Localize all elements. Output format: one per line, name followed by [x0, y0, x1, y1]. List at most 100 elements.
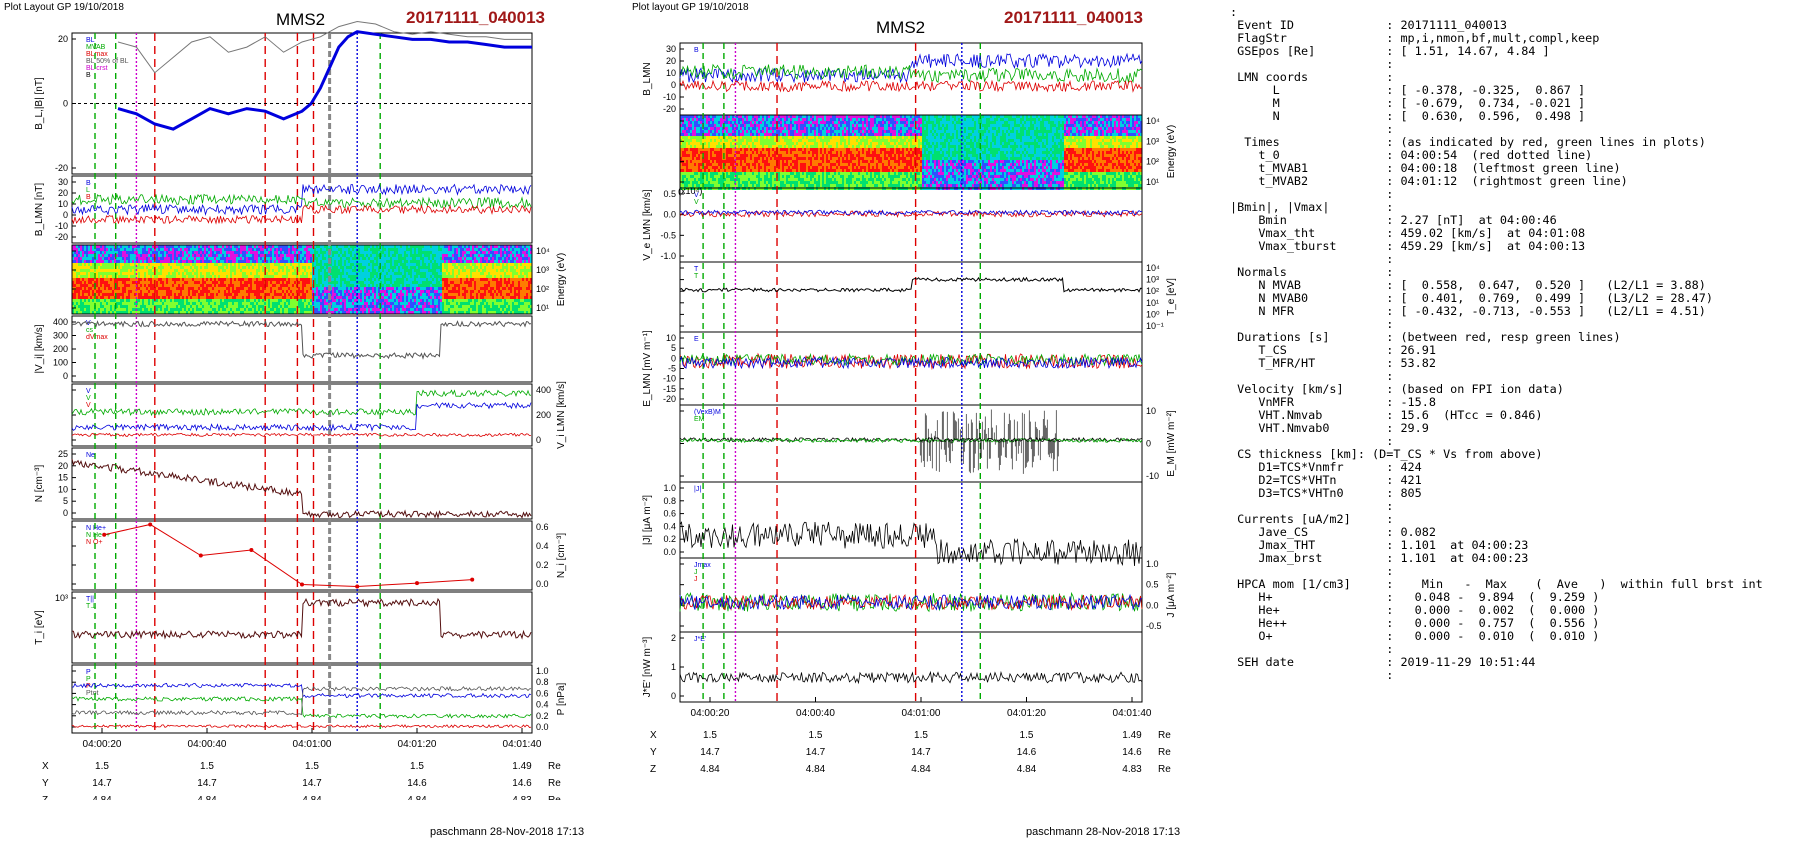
- left-ion-spectrogram-cell: [248, 245, 250, 248]
- left-ion-spectrogram-cell: [376, 293, 378, 296]
- left-ion-spectrogram-cell: [368, 278, 370, 281]
- left-ion-spectrogram-cell: [502, 275, 504, 278]
- left-ion-spectrogram-cell: [140, 278, 142, 281]
- left-ion-spectrogram-cell: [72, 266, 74, 269]
- left-ion-spectrogram-cell: [302, 311, 304, 314]
- left-ion-spectrogram-cell: [322, 257, 324, 260]
- left-ion-spectrogram-cell: [436, 305, 438, 308]
- left-ion-spectrogram-cell: [328, 281, 330, 284]
- left-ion-spectrogram-cell: [156, 248, 158, 251]
- left-ion-spectrogram-cell: [302, 290, 304, 293]
- left-ion-spectrogram-cell: [72, 281, 74, 284]
- left-ion-spectrogram-cell: [396, 299, 398, 302]
- left-ion-spectrogram-cell: [134, 266, 136, 269]
- left-ion-spectrogram-cell: [76, 284, 78, 287]
- left-ion-spectrogram-cell: [238, 260, 240, 263]
- left-ion-spectrogram-cell: [304, 245, 306, 248]
- left-ion-spectrogram-cell: [494, 275, 496, 278]
- left-ion-spectrogram-cell: [412, 269, 414, 272]
- left-ion-spectrogram-cell: [374, 284, 376, 287]
- left-ion-spectrogram-cell: [92, 266, 94, 269]
- left-ion-spectrogram-cell: [402, 290, 404, 293]
- left-ion-spectrogram-cell: [302, 284, 304, 287]
- left-ion-spectrogram-cell: [166, 290, 168, 293]
- left-ion-spectrogram-cell: [474, 269, 476, 272]
- left-ion-spectrogram-cell: [300, 269, 302, 272]
- left-ion-spectrogram-cell: [444, 293, 446, 296]
- left-ion-spectrogram-cell: [454, 305, 456, 308]
- left-ion-spectrogram-cell: [332, 311, 334, 314]
- left-ion-spectrogram-cell: [278, 254, 280, 257]
- left-ion-spectrogram-cell: [368, 251, 370, 254]
- left-ion-spectrogram-cell: [86, 263, 88, 266]
- left-ion-spectrogram-cell: [320, 254, 322, 257]
- left-ion-spectrogram-cell: [78, 284, 80, 287]
- left-ion-spectrogram-cell: [104, 281, 106, 284]
- left-ion-spectrogram-cell: [464, 260, 466, 263]
- left-ion-spectrogram-cell: [148, 260, 150, 263]
- left-ion-spectrogram-cell: [470, 302, 472, 305]
- left-ion-spectrogram-cell: [228, 278, 230, 281]
- left-ion-spectrogram-cell: [250, 263, 252, 266]
- left-ion-spectrogram-cell: [414, 263, 416, 266]
- left-ion-spectrogram-cell: [108, 257, 110, 260]
- left-ion-spectrogram-cell: [394, 305, 396, 308]
- left-ion-spectrogram-cell: [362, 299, 364, 302]
- left-ion-spectrogram-cell: [442, 281, 444, 284]
- left-ion-spectrogram-cell: [478, 257, 480, 260]
- left-ion-spectrogram-cell: [414, 305, 416, 308]
- left-ion-spectrogram-cell: [422, 308, 424, 311]
- left-ion-spectrogram-cell: [150, 272, 152, 275]
- left-ion-spectrogram-cell: [318, 275, 320, 278]
- left-ion-spectrogram-cell: [484, 251, 486, 254]
- left-ion-spectrogram-cell: [308, 284, 310, 287]
- left-ion-spectrogram-cell: [132, 260, 134, 263]
- left-ion-spectrogram-cell: [276, 269, 278, 272]
- left-ion-spectrogram-cell: [138, 272, 140, 275]
- left-ion-spectrogram-cell: [262, 299, 264, 302]
- left-ion-spectrogram-cell: [144, 278, 146, 281]
- left-ion-spectrogram-cell: [76, 272, 78, 275]
- left-ion-spectrogram-cell: [346, 245, 348, 248]
- left-ion-spectrogram-cell: [118, 269, 120, 272]
- left-ion-spectrogram-cell: [440, 269, 442, 272]
- left-ion-spectrogram-cell: [276, 311, 278, 314]
- left-ion-spectrogram-cell: [244, 269, 246, 272]
- left-ion-spectrogram-cell: [266, 299, 268, 302]
- left-ion-spectrogram-cell: [92, 251, 94, 254]
- left-ion-spectrogram-cell: [306, 269, 308, 272]
- left-ion-spectrogram-cell: [476, 275, 478, 278]
- left-ion-spectrogram-cell: [290, 257, 292, 260]
- left-ion-spectrogram-cell: [88, 266, 90, 269]
- left-ion-spectrogram-cell: [186, 281, 188, 284]
- left-ion-spectrogram-cell: [336, 284, 338, 287]
- left-ion-spectrogram-cell: [308, 305, 310, 308]
- left-ion-spectrogram-cell: [224, 260, 226, 263]
- left-ion-spectrogram-cell: [100, 296, 102, 299]
- left-ion-spectrogram-cell: [452, 287, 454, 290]
- left-ion-spectrogram-cell: [198, 284, 200, 287]
- left-ion-spectrogram-cell: [314, 311, 316, 314]
- left-ion-spectrogram-cell: [188, 284, 190, 287]
- left-ion-spectrogram-cell: [72, 296, 74, 299]
- left-ion-spectrogram-cell: [302, 299, 304, 302]
- left-ion-spectrogram-cell: [312, 287, 314, 290]
- left-ion-spectrogram-cell: [360, 311, 362, 314]
- left-ion-spectrogram-cell: [264, 278, 266, 281]
- left-ion-spectrogram-cell: [210, 251, 212, 254]
- left-ion-spectrogram-cell: [364, 302, 366, 305]
- left-ion-spectrogram-cell: [96, 287, 98, 290]
- left-ion-spectrogram-cell: [284, 269, 286, 272]
- left-ion-spectrogram-cell: [502, 248, 504, 251]
- left-ion-spectrogram-cell: [390, 302, 392, 305]
- left-ion-spectrogram-cell: [238, 290, 240, 293]
- left-ion-spectrogram-cell: [326, 302, 328, 305]
- left-ion-spectrogram-cell: [108, 281, 110, 284]
- left-ion-spectrogram-cell: [426, 275, 428, 278]
- left-ion-spectrogram-cell: [200, 287, 202, 290]
- left-ion-spectrogram-cell: [480, 260, 482, 263]
- left-ion-spectrogram-cell: [134, 272, 136, 275]
- left-ion-spectrogram-cell: [92, 296, 94, 299]
- left-ion-spectrogram-cell: [378, 302, 380, 305]
- left-ion-spectrogram-cell: [226, 263, 228, 266]
